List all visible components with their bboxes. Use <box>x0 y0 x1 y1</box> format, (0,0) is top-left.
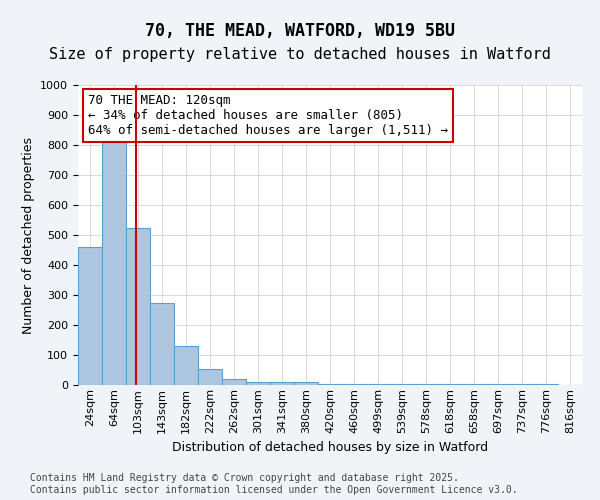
Y-axis label: Number of detached properties: Number of detached properties <box>22 136 35 334</box>
Bar <box>78 247 102 385</box>
Bar <box>534 384 558 385</box>
Bar <box>510 384 534 385</box>
Text: 70 THE MEAD: 120sqm
← 34% of detached houses are smaller (805)
64% of semi-detac: 70 THE MEAD: 120sqm ← 34% of detached ho… <box>88 94 448 137</box>
Bar <box>246 382 270 385</box>
Bar <box>150 302 174 385</box>
Bar <box>198 368 222 385</box>
Bar <box>102 139 126 385</box>
Bar <box>438 384 462 385</box>
X-axis label: Distribution of detached houses by size in Watford: Distribution of detached houses by size … <box>172 441 488 454</box>
Bar <box>294 382 318 385</box>
Bar <box>414 384 438 385</box>
Bar <box>222 379 246 385</box>
Bar <box>366 384 390 385</box>
Bar <box>390 384 414 385</box>
Text: Size of property relative to detached houses in Watford: Size of property relative to detached ho… <box>49 48 551 62</box>
Text: 70, THE MEAD, WATFORD, WD19 5BU: 70, THE MEAD, WATFORD, WD19 5BU <box>145 22 455 40</box>
Bar <box>270 382 294 385</box>
Bar <box>318 384 342 385</box>
Bar <box>462 384 486 385</box>
Bar <box>174 346 198 385</box>
Text: Contains HM Land Registry data © Crown copyright and database right 2025.
Contai: Contains HM Land Registry data © Crown c… <box>30 474 518 495</box>
Bar <box>486 384 510 385</box>
Bar <box>126 228 150 385</box>
Bar <box>342 384 366 385</box>
